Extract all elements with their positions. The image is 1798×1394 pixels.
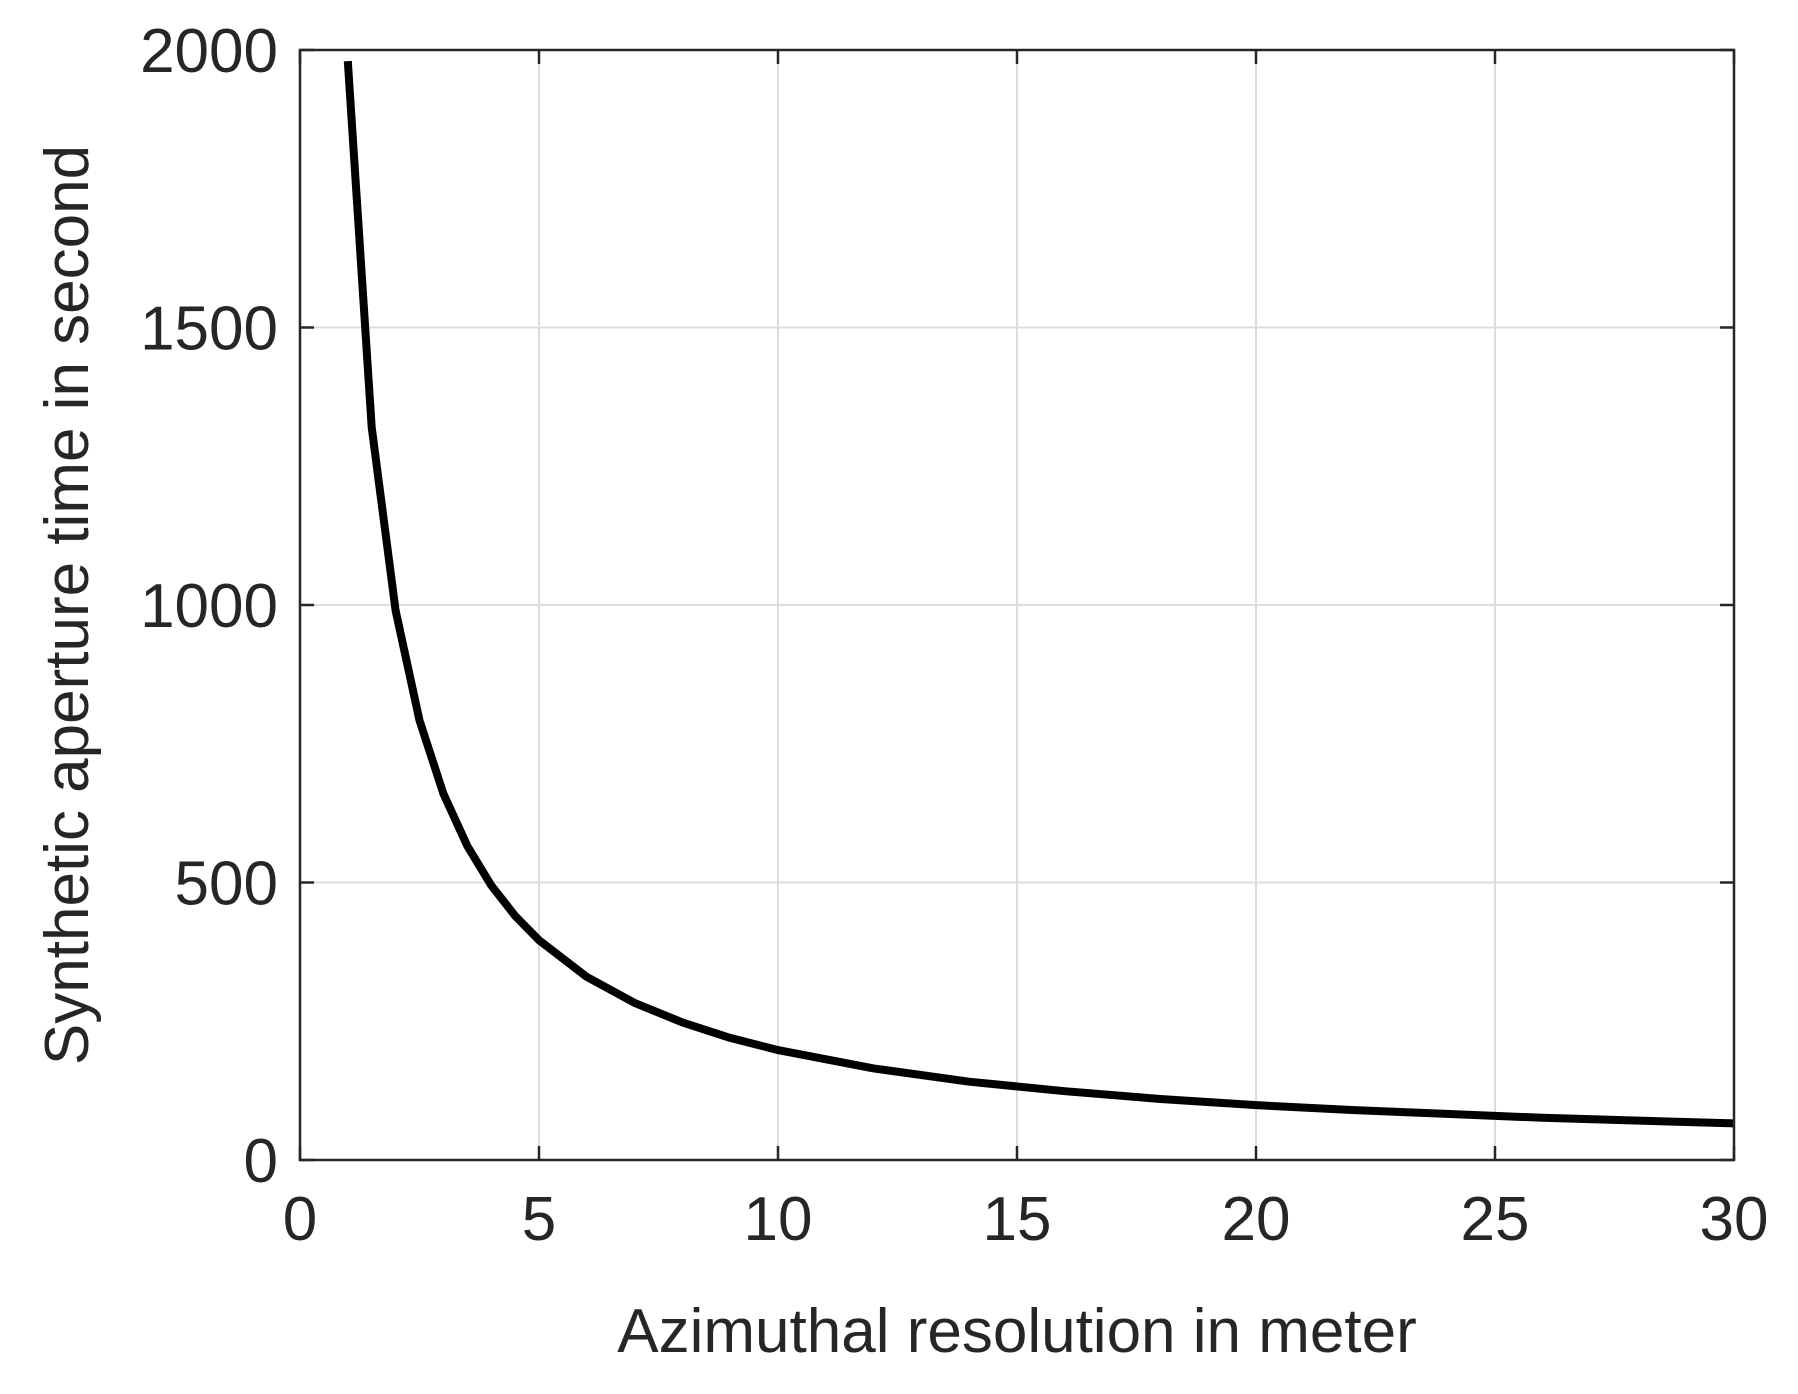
y-tick-label: 1000 (140, 572, 278, 641)
x-tick-label: 10 (744, 1185, 813, 1254)
y-tick-label: 2000 (140, 17, 278, 86)
x-tick-label: 25 (1461, 1185, 1530, 1254)
series-layer (343, 60, 1735, 1128)
x-tick-label: 0 (283, 1185, 317, 1254)
y-tick-label: 1500 (140, 295, 278, 364)
y-tick-label: 0 (244, 1127, 278, 1196)
x-axis-label: Azimuthal resolution in meter (617, 1297, 1416, 1366)
x-tick-label: 15 (983, 1185, 1052, 1254)
y-axis-label: Synthetic aperture time in second (33, 145, 102, 1065)
x-tick-label: 20 (1222, 1185, 1291, 1254)
series-line (343, 60, 1735, 1128)
grid (300, 50, 1734, 1160)
ticks: 0 5 10 15 20 25 30 0 500 1000 1500 2000 (140, 17, 1768, 1254)
x-tick-label: 5 (522, 1185, 556, 1254)
y-tick-label: 500 (175, 850, 278, 919)
x-tick-label: 30 (1700, 1185, 1769, 1254)
